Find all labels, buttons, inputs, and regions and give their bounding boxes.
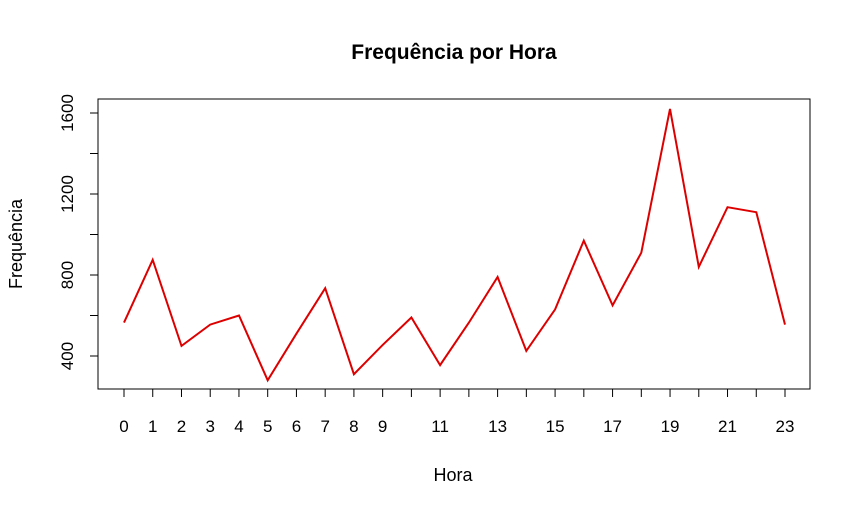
x-axis-label: Hora — [433, 465, 473, 485]
x-tick-label: 1 — [148, 417, 157, 436]
x-tick-label: 6 — [292, 417, 301, 436]
series-group — [123, 108, 786, 383]
x-tick-label: 2 — [177, 417, 186, 436]
x-tick-label: 23 — [776, 417, 795, 436]
x-tick-label: 11 — [431, 417, 449, 436]
x-tick-label: 13 — [488, 417, 507, 436]
y-axis: 400 800 1200 1600 — [58, 94, 99, 370]
x-tick-label: 15 — [546, 417, 565, 436]
x-tick-label: 5 — [263, 417, 272, 436]
x-tick-label: 9 — [378, 417, 387, 436]
y-tick-label: 400 — [58, 342, 77, 370]
y-tick-label: 800 — [58, 261, 77, 289]
x-tick-label: 4 — [234, 417, 243, 436]
chart-title: Frequência por Hora — [351, 41, 557, 64]
x-axis: 0 1 2 3 4 5 6 7 8 9 11 13 15 17 19 21 23 — [119, 388, 795, 436]
x-tick-label: 3 — [205, 417, 214, 436]
x-tick-label: 21 — [718, 417, 737, 436]
x-tick-label: 17 — [603, 417, 622, 436]
y-tick-label: 1200 — [58, 175, 77, 213]
x-tick-label: 7 — [320, 417, 329, 436]
x-tick-label: 8 — [349, 417, 358, 436]
x-tick-label: 19 — [661, 417, 680, 436]
x-tick-label: 0 — [119, 417, 128, 436]
y-axis-label: Frequência — [6, 198, 26, 289]
series-line — [123, 108, 786, 383]
y-tick-label: 1600 — [58, 94, 77, 132]
